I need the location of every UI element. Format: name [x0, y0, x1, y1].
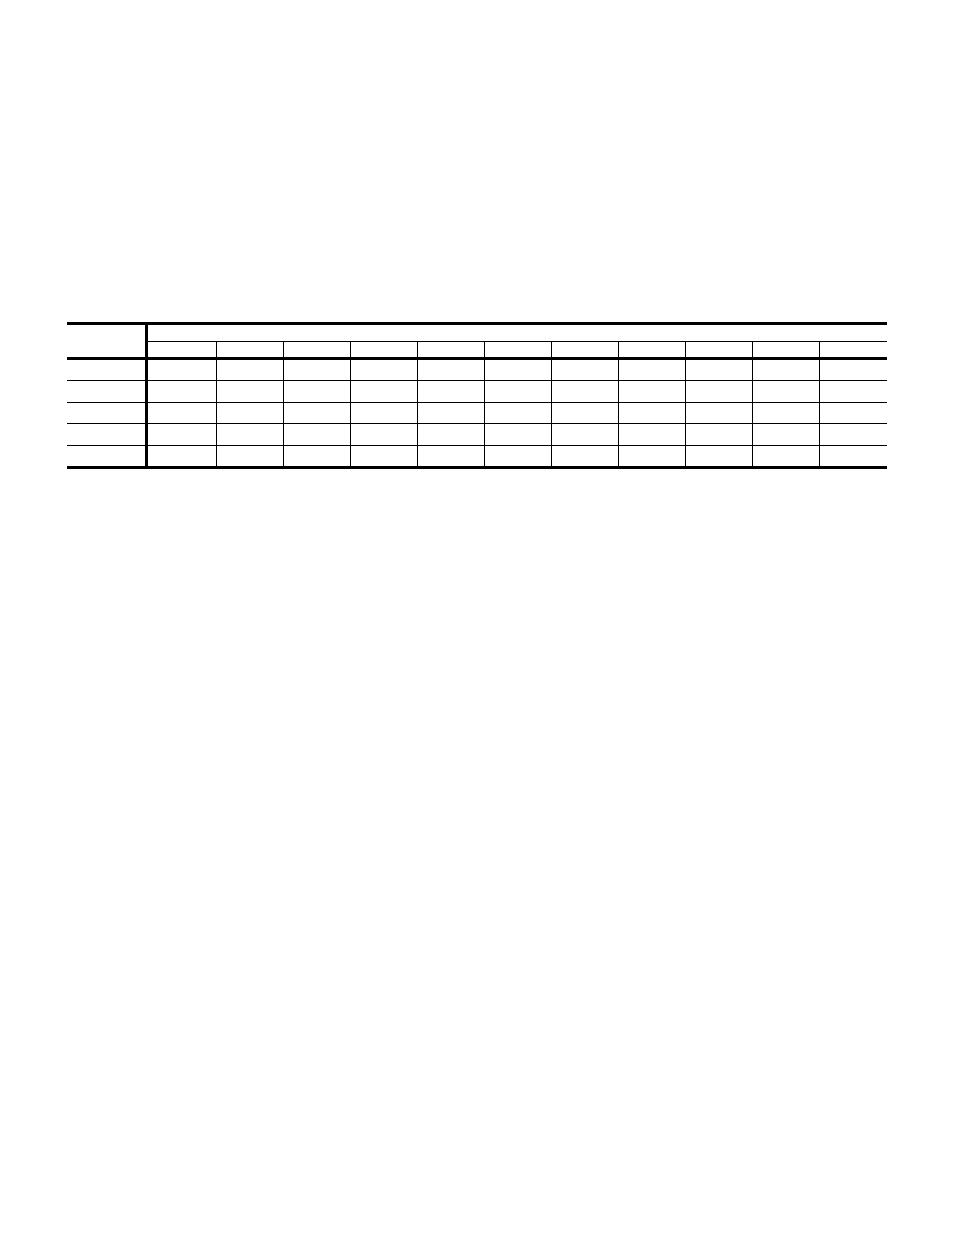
table-row: [67, 402, 887, 424]
row-stub: [67, 402, 146, 424]
table-cell: [417, 402, 484, 424]
row-stub: [67, 446, 146, 468]
stub-header: [67, 324, 146, 359]
table-cell: [350, 402, 417, 424]
table-cell: [216, 359, 283, 381]
table-cell: [819, 359, 887, 381]
table-cell: [685, 446, 752, 468]
table-cell: [484, 424, 551, 446]
table-cell: [146, 359, 216, 381]
table-cell: [283, 424, 350, 446]
table-cell: [819, 402, 887, 424]
table-cell: [484, 446, 551, 468]
table-cell: [484, 402, 551, 424]
table-cell: [283, 359, 350, 381]
table-cell: [146, 380, 216, 402]
header-col: [283, 341, 350, 359]
table-row: [67, 380, 887, 402]
table-cell: [216, 402, 283, 424]
table-cell: [283, 446, 350, 468]
table-cell: [685, 359, 752, 381]
table-cell: [752, 446, 819, 468]
header-col: [685, 341, 752, 359]
header-col: [752, 341, 819, 359]
table-cell: [417, 446, 484, 468]
table-cell: [350, 424, 417, 446]
row-stub: [67, 359, 146, 381]
table-cell: [417, 359, 484, 381]
data-table-container: [67, 322, 887, 469]
table-cell: [618, 402, 685, 424]
table-cell: [484, 380, 551, 402]
table-cell: [752, 402, 819, 424]
table-cell: [146, 446, 216, 468]
table-cell: [685, 402, 752, 424]
header-col: [551, 341, 618, 359]
table-cell: [752, 380, 819, 402]
table-cell: [216, 424, 283, 446]
table-cell: [752, 424, 819, 446]
table-cell: [350, 380, 417, 402]
table-cell: [484, 359, 551, 381]
table-cell: [283, 380, 350, 402]
header-banner: [146, 324, 887, 342]
table-cell: [551, 380, 618, 402]
row-stub: [67, 424, 146, 446]
table-cell: [685, 380, 752, 402]
table-cell: [216, 446, 283, 468]
header-col: [146, 341, 216, 359]
header-col: [350, 341, 417, 359]
header-col: [819, 341, 887, 359]
table-cell: [283, 402, 350, 424]
data-table: [67, 322, 887, 469]
page: [0, 0, 954, 1235]
table-cell: [350, 446, 417, 468]
table-row: [67, 359, 887, 381]
table-cell: [551, 446, 618, 468]
header-col: [216, 341, 283, 359]
table-cell: [146, 424, 216, 446]
table-cell: [551, 424, 618, 446]
table-cell: [417, 380, 484, 402]
header-col: [618, 341, 685, 359]
table-row: [67, 446, 887, 468]
table-cell: [417, 424, 484, 446]
table-cell: [551, 402, 618, 424]
table-row: [67, 424, 887, 446]
table-cell: [618, 380, 685, 402]
header-col: [484, 341, 551, 359]
table-cell: [618, 359, 685, 381]
table-cell: [819, 380, 887, 402]
table-cell: [350, 359, 417, 381]
table-cell: [146, 402, 216, 424]
table-cell: [618, 424, 685, 446]
table-cell: [618, 446, 685, 468]
row-stub: [67, 380, 146, 402]
table-cell: [752, 359, 819, 381]
table-cell: [819, 424, 887, 446]
table-cell: [216, 380, 283, 402]
table-cell: [685, 424, 752, 446]
table-cell: [551, 359, 618, 381]
header-col: [417, 341, 484, 359]
table-cell: [819, 446, 887, 468]
